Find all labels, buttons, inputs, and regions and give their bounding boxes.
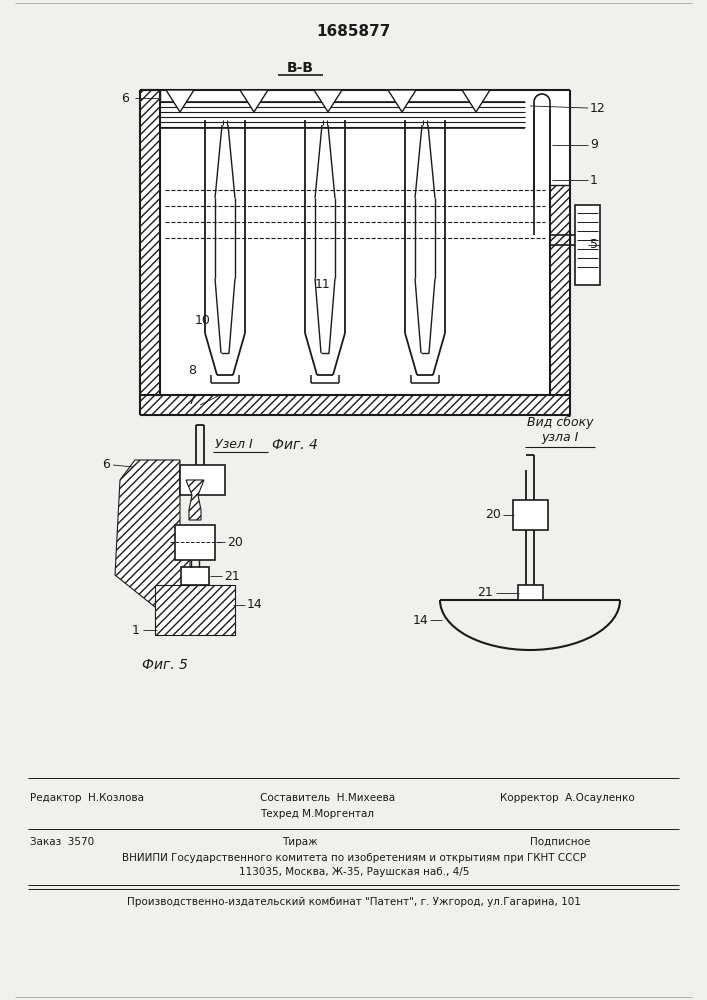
Bar — [181, 567, 209, 585]
Text: 5: 5 — [590, 238, 598, 251]
Polygon shape — [140, 395, 570, 415]
Text: Узел I: Узел I — [215, 438, 252, 452]
Text: 1: 1 — [590, 174, 598, 186]
Polygon shape — [186, 480, 204, 520]
Text: Составитель  Н.Михеева: Составитель Н.Михеева — [260, 793, 395, 803]
Polygon shape — [155, 585, 235, 635]
Text: Фиг. 5: Фиг. 5 — [142, 658, 188, 672]
Text: 8: 8 — [188, 363, 196, 376]
Text: 21: 21 — [224, 570, 240, 582]
Bar — [518, 585, 543, 600]
Text: 20: 20 — [227, 536, 243, 548]
Text: В-В: В-В — [286, 61, 313, 75]
Text: 1685877: 1685877 — [316, 24, 390, 39]
Bar — [513, 500, 548, 530]
Text: 9: 9 — [590, 138, 598, 151]
Text: Техред М.Моргентал: Техред М.Моргентал — [260, 809, 374, 819]
Polygon shape — [115, 460, 190, 615]
Text: Тираж: Тираж — [282, 837, 318, 847]
Text: 21: 21 — [477, 586, 493, 599]
Text: 11: 11 — [315, 278, 331, 292]
Text: ВНИИПИ Государственного комитета по изобретениям и открытиям при ГКНТ СССР: ВНИИПИ Государственного комитета по изоб… — [122, 853, 586, 863]
Polygon shape — [550, 185, 570, 395]
Bar — [575, 205, 600, 285]
Text: 1: 1 — [132, 624, 140, 637]
Text: 6: 6 — [102, 458, 110, 472]
Bar — [180, 465, 225, 495]
Text: 14: 14 — [247, 598, 263, 611]
Text: Редактор  Н.Козлова: Редактор Н.Козлова — [30, 793, 144, 803]
Text: 10: 10 — [195, 314, 211, 326]
Polygon shape — [462, 90, 490, 112]
Polygon shape — [166, 90, 194, 112]
Text: 7: 7 — [188, 393, 196, 406]
Polygon shape — [240, 90, 268, 112]
Text: Вид сбоку
узла I: Вид сбоку узла I — [527, 416, 593, 444]
Polygon shape — [140, 90, 160, 395]
Text: Производственно-издательский комбинат "Патент", г. Ужгород, ул.Гагарина, 101: Производственно-издательский комбинат "П… — [127, 897, 581, 907]
Text: Фиг. 4: Фиг. 4 — [272, 438, 318, 452]
Text: Заказ  3570: Заказ 3570 — [30, 837, 94, 847]
Text: 12: 12 — [590, 102, 606, 114]
Text: 113035, Москва, Ж-35, Раушская наб., 4/5: 113035, Москва, Ж-35, Раушская наб., 4/5 — [239, 867, 469, 877]
Text: Корректор  А.Осауленко: Корректор А.Осауленко — [500, 793, 635, 803]
Polygon shape — [314, 90, 342, 112]
Text: 14: 14 — [412, 613, 428, 626]
Text: 20: 20 — [485, 508, 501, 522]
Text: Подписное: Подписное — [530, 837, 590, 847]
Polygon shape — [388, 90, 416, 112]
Text: 6: 6 — [121, 92, 129, 104]
Bar — [175, 525, 215, 560]
Bar — [160, 90, 570, 395]
